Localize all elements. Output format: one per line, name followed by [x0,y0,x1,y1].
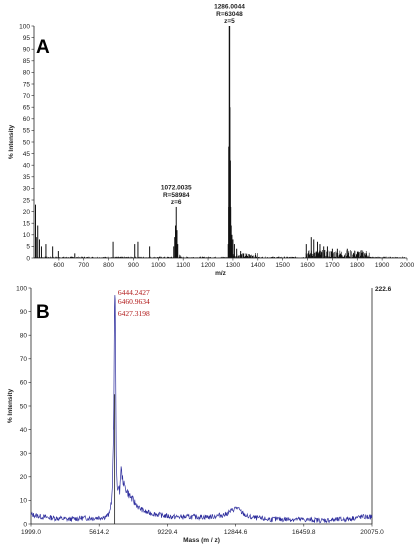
y-tick-label: 40 [20,427,28,434]
x-tick-label: 1400 [251,262,266,269]
x-tick-label: 5614.2 [89,529,109,536]
peak-annotation-label: z=6 [171,199,182,206]
x-tick-label: 1700 [325,262,340,269]
spectrum-noise [33,250,405,258]
y-tick-label: 55 [23,128,31,135]
y-tick-label: 80 [23,70,31,77]
y-tick-label: 35 [23,174,31,181]
peak-annotation-label: 6427.3198 [118,309,150,318]
x-tick-label: 1300 [226,262,241,269]
y-tick-label: 50 [20,403,28,410]
x-axis-title: m/z [215,270,227,277]
y-axis-title: % Intensity [7,388,14,423]
y-tick-label: 0 [23,521,27,528]
x-tick-label: 800 [103,262,114,269]
x-tick-label: 1600 [300,262,315,269]
x-tick-label: 900 [128,262,139,269]
y-tick-label: 60 [20,380,28,387]
y-tick-label: 90 [20,309,28,316]
y-tick-label: 70 [23,93,31,100]
y-tick-label: 85 [23,58,31,65]
x-tick-label: 9229.4 [157,529,177,536]
x-tick-label: 1200 [201,262,216,269]
peak-annotation-label: R=63048 [216,11,243,18]
x-tick-label: 1100 [176,262,190,269]
y-tick-label: 45 [23,151,31,158]
x-tick-label: 1900 [375,262,390,269]
peak-annotation-label: z=5 [224,18,235,25]
y-tick-label: 25 [23,197,31,204]
y-tick-label: 70 [20,356,28,363]
y-tick-label: 5 [26,244,30,251]
x-tick-label: 2000 [400,262,415,269]
peak-annotation-label: R=58984 [163,192,190,199]
panel-b-letter: B [36,302,50,323]
x-tick-label: 700 [78,262,89,269]
x-tick-label: 12844.6 [224,529,248,536]
y-tick-label: 20 [20,474,28,481]
y-tick-label: 30 [23,186,31,193]
y-tick-label: 30 [20,451,28,458]
peak-annotation-label: 1286.0044 [214,4,245,11]
panel-a-chart: A 0 5 10 15 20 25 30 35 40 45 50 55 60 65 70 75 80 85 90 95 1… [8,4,415,277]
y-tick-label: 90 [23,47,31,54]
y-axis-title: % Intensity [8,124,15,159]
max-intensity-label: 222.6 [375,286,392,293]
x-tick-label: 1500 [275,262,290,269]
y-tick-label: 60 [23,116,31,123]
y-tick-label: 100 [19,23,30,30]
y-tick-label: 10 [20,498,28,505]
peak-annotation-label: 1072.0035 [161,185,192,192]
y-tick-label: 75 [23,81,31,88]
y-tick-label: 20 [23,209,31,216]
x-tick-label: 600 [53,262,64,269]
x-tick-label: 1800 [350,262,365,269]
y-tick-label: 0 [26,255,30,262]
x-tick-label: 1000 [151,262,166,269]
y-tick-label: 50 [23,139,31,146]
spectrum-trace [30,295,373,524]
x-tick-label: 20075.0 [360,529,384,536]
x-tick-label: 16459.8 [292,529,316,536]
y-tick-label: 10 [23,232,31,239]
peak-annotation-label: 6460.9634 [118,297,150,306]
x-axis-title: Mass (m / z) [183,537,220,544]
y-tick-label: 100 [16,285,27,292]
y-tick-label: 80 [20,333,28,340]
peak-annotation-label: 6444.2427 [118,288,150,297]
y-tick-label: 40 [23,163,31,170]
panel-a-letter: A [36,37,50,58]
panel-b-chart: B 0 10 20 30 40 50 60 70 80 90 100 1999.0 5614.2 9229.… [7,285,392,544]
y-tick-label: 95 [23,35,31,42]
y-tick-label: 65 [23,105,31,112]
y-tick-label: 15 [23,221,31,228]
x-tick-label: 1999.0 [21,529,41,536]
